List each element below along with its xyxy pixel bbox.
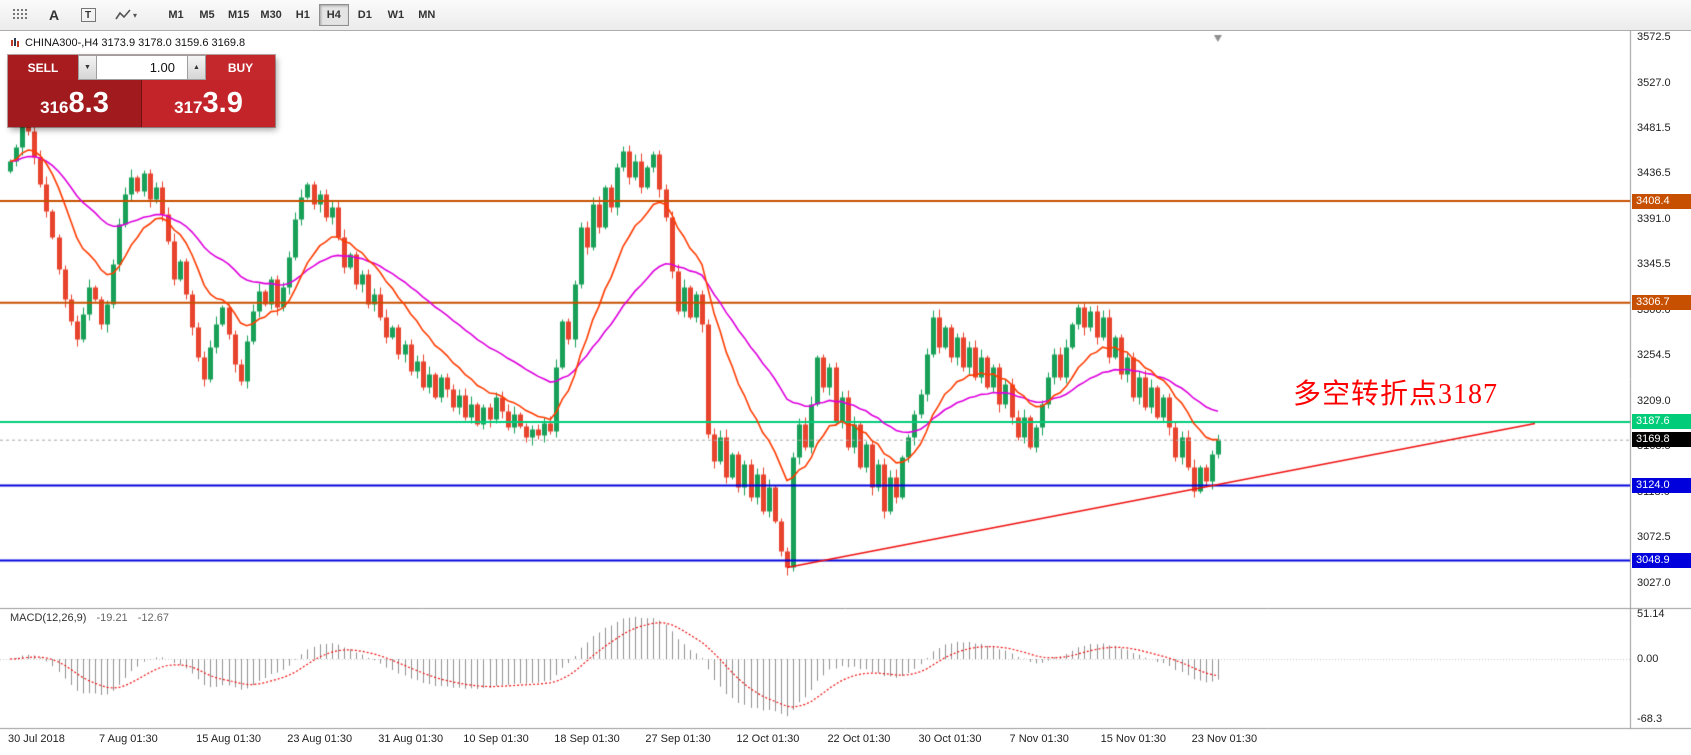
timeframe-h1-button[interactable]: H1 (288, 4, 318, 26)
price-axis-tick: 3391.0 (1637, 212, 1671, 225)
top-toolbar: A T ▾ M1 M5 M15 M30 H1 H4 D1 W1 MN (0, 0, 1691, 31)
buy-price-button[interactable]: 317 3.9 (142, 80, 275, 127)
symbol-ohlc-text: CHINA300-,H4 3173.9 3178.0 3159.6 3169.8 (25, 37, 246, 49)
date-axis-tick: 23 Nov 01:30 (1191, 733, 1258, 745)
buy-price-big-digits: 3.9 (202, 87, 243, 119)
level-price-label: 3048.9 (1632, 553, 1691, 569)
date-axis-tick: 30 Jul 2018 (8, 733, 65, 745)
date-axis-tick: 15 Nov 01:30 (1100, 733, 1167, 745)
date-axis-tick: 15 Aug 01:30 (196, 733, 261, 745)
timeframe-d1-button[interactable]: D1 (350, 4, 380, 26)
current-price-label: 3169.8 (1632, 432, 1691, 448)
macd-axis-tick: -68.3 (1637, 713, 1663, 726)
price-axis-tick: 3436.5 (1637, 167, 1671, 179)
timeframe-w1-button[interactable]: W1 (381, 4, 411, 26)
macd-signal-value: -12.67 (137, 612, 169, 624)
price-axis-tick: 3209.0 (1637, 394, 1671, 407)
macd-name: MACD(12,26,9) (10, 612, 87, 624)
indicators-icon[interactable] (6, 3, 34, 27)
drawing-tools-button[interactable]: ▾ (108, 3, 144, 27)
price-axis-tick: 3481.5 (1637, 122, 1671, 134)
sell-button[interactable]: SELL (8, 55, 78, 80)
price-axis-tick: 3254.5 (1637, 349, 1671, 361)
trade-panel-prices: 316 8.3 317 3.9 (8, 80, 275, 127)
date-axis-tick: 22 Oct 01:30 (827, 733, 891, 745)
price-axis-tick: 3072.5 (1637, 531, 1671, 543)
timeframe-group: M1 M5 M15 M30 H1 H4 D1 W1 MN (160, 4, 442, 26)
level-price-label: 3124.0 (1632, 478, 1691, 493)
sell-price-small-digits: 316 (40, 98, 69, 117)
text-tool-button[interactable]: T (74, 3, 102, 27)
date-axis-tick: 12 Oct 01:30 (736, 733, 800, 745)
timeframe-m1-button[interactable]: M1 (161, 4, 191, 26)
sell-price-big-digits: 8.3 (68, 87, 109, 119)
volume-input[interactable] (97, 55, 187, 80)
sell-price-button[interactable]: 316 8.3 (8, 80, 141, 127)
date-axis-tick: 7 Nov 01:30 (1009, 733, 1069, 745)
chart-annotation-text: 多空转折点3187 (1293, 379, 1499, 410)
crosshair-tool-icon: A (48, 7, 60, 23)
date-axis-tick: 18 Sep 01:30 (554, 733, 620, 745)
main-chart-canvas[interactable] (0, 31, 1691, 755)
timeframe-mn-button[interactable]: MN (412, 4, 442, 26)
price-axis-tick: 3027.0 (1637, 576, 1671, 589)
price-axis-tick: 3572.5 (1637, 31, 1671, 43)
chart-icon (11, 38, 19, 47)
level-price-label: 3187.6 (1632, 414, 1691, 430)
macd-axis-tick: 51.14 (1637, 607, 1665, 620)
crosshair-tool-button[interactable]: A (40, 3, 68, 27)
chart-window: CHINA300-,H4 3173.9 3178.0 3159.6 3169.8… (0, 31, 1691, 755)
timeframe-h4-button[interactable]: H4 (318, 4, 349, 26)
macd-main-value: -19.21 (96, 612, 128, 624)
date-axis-tick: 30 Oct 01:30 (918, 733, 982, 745)
price-axis-tick: 3527.0 (1637, 76, 1671, 89)
date-axis-tick: 31 Aug 01:30 (378, 733, 444, 745)
price-axis-tick: 3345.5 (1637, 258, 1671, 270)
buy-button[interactable]: BUY (206, 55, 275, 80)
date-axis-tick: 23 Aug 01:30 (287, 733, 353, 745)
timeframe-m15-button[interactable]: M15 (223, 4, 254, 26)
grid-dots-icon (13, 9, 27, 19)
text-tool-icon: T (80, 8, 96, 22)
drawing-tools-icon (115, 9, 131, 20)
timeframe-m5-button[interactable]: M5 (192, 4, 222, 26)
level-price-label: 3306.7 (1632, 295, 1691, 311)
level-price-label: 3408.4 (1632, 193, 1691, 209)
macd-axis-tick: 0.00 (1637, 653, 1659, 665)
symbol-title: CHINA300-,H4 3173.9 3178.0 3159.6 3169.8 (10, 37, 245, 49)
volume-increase-button[interactable]: ▲ (187, 55, 206, 80)
date-axis-tick: 27 Sep 01:30 (645, 733, 711, 745)
timeframe-m30-button[interactable]: M30 (255, 4, 286, 26)
macd-indicator-label: MACD(12,26,9) -19.21 -12.67 (10, 612, 169, 624)
buy-price-small-digits: 317 (174, 98, 203, 117)
trade-panel-controls: SELL ▼ ▲ BUY (8, 55, 275, 80)
volume-decrease-button[interactable]: ▼ (78, 55, 97, 80)
dropdown-caret-icon: ▾ (132, 10, 137, 20)
date-axis-tick: 7 Aug 01:30 (99, 733, 158, 745)
date-axis-tick: 10 Sep 01:30 (463, 733, 529, 745)
